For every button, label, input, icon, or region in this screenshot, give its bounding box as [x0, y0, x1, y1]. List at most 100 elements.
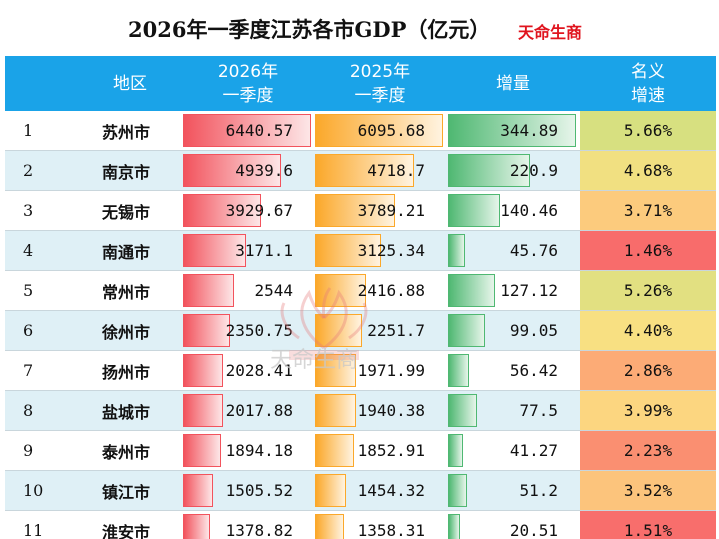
increase-value: 99.05: [509, 321, 558, 340]
header-2025: 2025年 一季度: [315, 56, 445, 111]
region-cell: 泰州市: [101, 442, 150, 462]
growth-rate-cell: 3.71%: [580, 191, 716, 230]
header-2026: 2026年 一季度: [183, 56, 313, 111]
table-row: 3 无锡市 3929.67 3789.21 140.46 3.71%: [5, 191, 716, 231]
table-row: 6 徐州市 2350.75 2251.7 99.05 4.40%: [5, 311, 716, 351]
gdp-2025-bar: [315, 154, 414, 187]
rank-cell: 1: [23, 121, 34, 140]
watermark-text: 天命生商: [270, 348, 359, 373]
increase-value: 127.12: [500, 281, 558, 300]
gdp-2025-value: 2251.7: [367, 321, 425, 340]
rank-cell: 9: [23, 441, 34, 460]
increase-bar: [448, 514, 460, 539]
increase-bar: [448, 434, 463, 467]
region-cell: 镇江市: [101, 482, 150, 502]
gdp-2025-value: 1358.31: [357, 521, 425, 539]
gdp-2026-value: 3929.67: [225, 201, 293, 220]
gdp-2026-value: 4939.6: [235, 161, 293, 180]
increase-value: 20.51: [509, 521, 558, 539]
gdp-table: 地区 2026年 一季度 2025年 一季度 增量 名义 增速 1 苏州市 6440.57…: [5, 56, 716, 539]
gdp-2025-bar: [315, 314, 362, 347]
growth-rate-cell: 5.66%: [580, 111, 716, 150]
gdp-2025-value: 2416.88: [357, 281, 425, 300]
gdp-2026-value: 2544: [254, 281, 293, 300]
rank-cell: 6: [23, 321, 34, 340]
table-row: 5 常州市 2544 2416.88 127.12 5.26%: [5, 271, 716, 311]
table-row: 10 镇江市 1505.52 1454.32 51.2 3.52%: [5, 471, 716, 511]
table-row: 9 泰州市 1894.18 1852.91 41.27 2.23%: [5, 431, 716, 471]
region-cell: 南通市: [101, 242, 150, 262]
growth-rate-cell: 1.46%: [580, 231, 716, 270]
header-rate-line2: 增速: [631, 85, 665, 106]
gdp-2026-bar: [183, 114, 311, 147]
gdp-2025-bar: [315, 234, 381, 267]
header-2026-line1: 2026年: [217, 61, 279, 82]
rank-cell: 3: [23, 201, 34, 220]
gdp-2025-bar: [315, 194, 395, 227]
rank-cell: 5: [23, 281, 34, 300]
rank-cell: 11: [23, 521, 44, 539]
gdp-2026-value: 3171.1: [235, 241, 293, 260]
gdp-2025-value: 6095.68: [357, 121, 425, 140]
gdp-2025-bar: [315, 114, 443, 147]
increase-bar: [448, 194, 500, 227]
table-row: 4 南通市 3171.1 3125.34 45.76 1.46%: [5, 231, 716, 271]
gdp-2026-bar: [183, 274, 234, 307]
gdp-2025-value: 1940.38: [357, 401, 425, 420]
gdp-2026-bar: [183, 354, 223, 387]
increase-bar: [448, 114, 576, 147]
gdp-2025-value: 3125.34: [357, 241, 425, 260]
gdp-2025-bar: [315, 514, 344, 539]
gdp-2026-value: 2350.75: [225, 321, 293, 340]
region-cell: 常州市: [101, 282, 150, 302]
increase-value: 140.46: [500, 201, 558, 220]
gdp-2026-bar: [183, 394, 223, 427]
gdp-2025-value: 1971.99: [357, 361, 425, 380]
gdp-2026-value: 1505.52: [225, 481, 293, 500]
increase-bar: [448, 474, 467, 507]
gdp-2025-value: 1454.32: [357, 481, 425, 500]
growth-rate-cell: 2.23%: [580, 431, 716, 470]
increase-bar: [448, 394, 477, 427]
gdp-2025-bar: [315, 274, 366, 307]
region-cell: 无锡市: [101, 202, 150, 222]
rank-cell: 4: [23, 241, 34, 260]
gdp-2026-value: 2017.88: [225, 401, 293, 420]
table-row: 2 南京市 4939.6 4718.7 220.9 4.68%: [5, 151, 716, 191]
table-header: 地区 2026年 一季度 2025年 一季度 增量 名义 增速: [5, 56, 716, 111]
gdp-2025-bar: [315, 354, 356, 387]
growth-rate-cell: 2.86%: [580, 351, 716, 390]
gdp-2025-value: 1852.91: [357, 441, 425, 460]
header-region: 地区: [113, 73, 147, 94]
header-rate-line1: 名义: [631, 61, 665, 82]
gdp-2026-bar: [183, 514, 210, 539]
growth-rate-cell: 4.40%: [580, 311, 716, 350]
gdp-2025-bar: [315, 394, 356, 427]
table-row: 11 淮安市 1378.82 1358.31 20.51 1.51%: [5, 511, 716, 539]
increase-bar: [448, 354, 469, 387]
increase-bar: [448, 314, 485, 347]
region-cell: 盐城市: [101, 402, 150, 422]
gdp-2026-bar: [183, 474, 213, 507]
increase-value: 41.27: [509, 441, 558, 460]
brand-label: 天命生商: [518, 23, 583, 42]
region-cell: 南京市: [101, 162, 150, 182]
header-2025-line1: 2025年: [349, 61, 411, 82]
gdp-2026-bar: [183, 434, 221, 467]
increase-bar: [448, 154, 530, 187]
growth-rate-cell: 3.52%: [580, 471, 716, 510]
growth-rate-cell: 1.51%: [580, 511, 716, 539]
gdp-2026-value: 6440.57: [225, 121, 293, 140]
table-row: 8 盐城市 2017.88 1940.38 77.5 3.99%: [5, 391, 716, 431]
gdp-2025-value: 4718.7: [367, 161, 425, 180]
gdp-2026-bar: [183, 194, 261, 227]
gdp-2026-bar: [183, 154, 281, 187]
growth-rate-cell: 3.99%: [580, 391, 716, 430]
table-row: 1 苏州市 6440.57 6095.68 344.89 5.66%: [5, 111, 716, 151]
increase-bar: [448, 274, 495, 307]
gdp-2026-value: 1894.18: [225, 441, 293, 460]
increase-value: 220.9: [509, 161, 558, 180]
gdp-2026-value: 1378.82: [225, 521, 293, 539]
gdp-2025-bar: [315, 474, 346, 507]
growth-rate-cell: 5.26%: [580, 271, 716, 310]
